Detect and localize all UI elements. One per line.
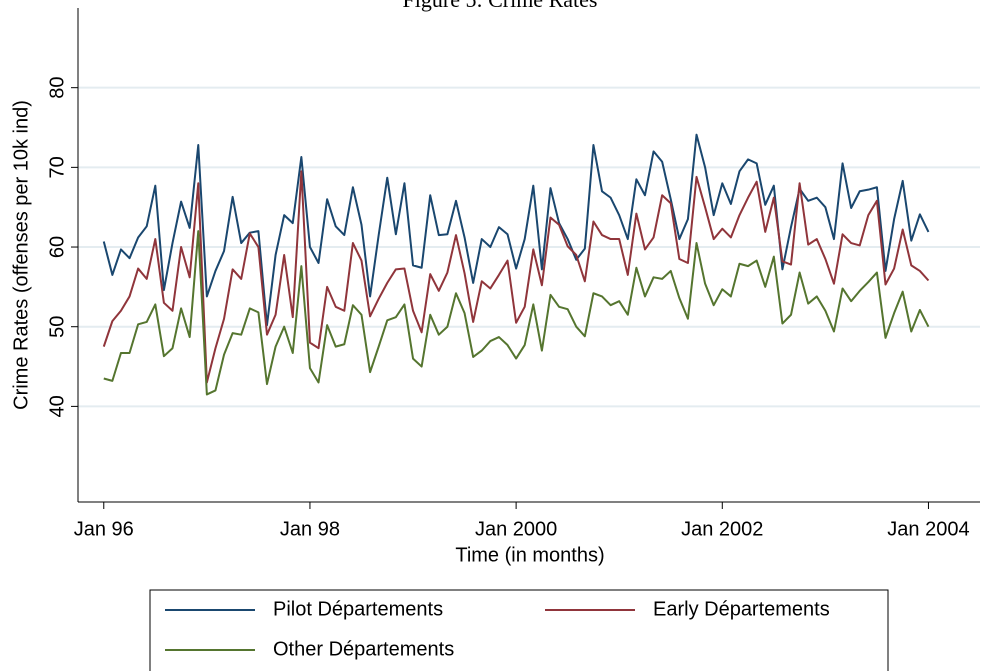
series-line bbox=[102, 133, 930, 327]
legend-label: Other Départements bbox=[273, 638, 454, 660]
y-tick-label: 50 bbox=[46, 316, 68, 338]
y-tick-label: 70 bbox=[46, 156, 68, 178]
legend-label: Pilot Départements bbox=[273, 598, 443, 620]
legend-label: Early Départements bbox=[653, 598, 830, 620]
x-tick-label: Jan 2004 bbox=[887, 518, 969, 540]
legend-box bbox=[149, 589, 889, 671]
y-tick-label: 80 bbox=[46, 77, 68, 99]
x-tick-label: Jan 96 bbox=[74, 518, 134, 540]
series-line bbox=[103, 230, 930, 396]
x-tick-label: Jan 2000 bbox=[475, 518, 557, 540]
x-axis-title: Time (in months) bbox=[455, 544, 604, 566]
x-tick-label: Jan 98 bbox=[280, 518, 340, 540]
series-line bbox=[102, 170, 930, 384]
chart-title: Figure 5: Crime Rates bbox=[403, 0, 598, 12]
x-tick-label: Jan 2002 bbox=[681, 518, 763, 540]
y-tick-label: 60 bbox=[46, 236, 68, 258]
y-tick-label: 40 bbox=[46, 395, 68, 417]
y-axis-title: Crime Rates (offenses per 10k ind) bbox=[10, 100, 32, 410]
